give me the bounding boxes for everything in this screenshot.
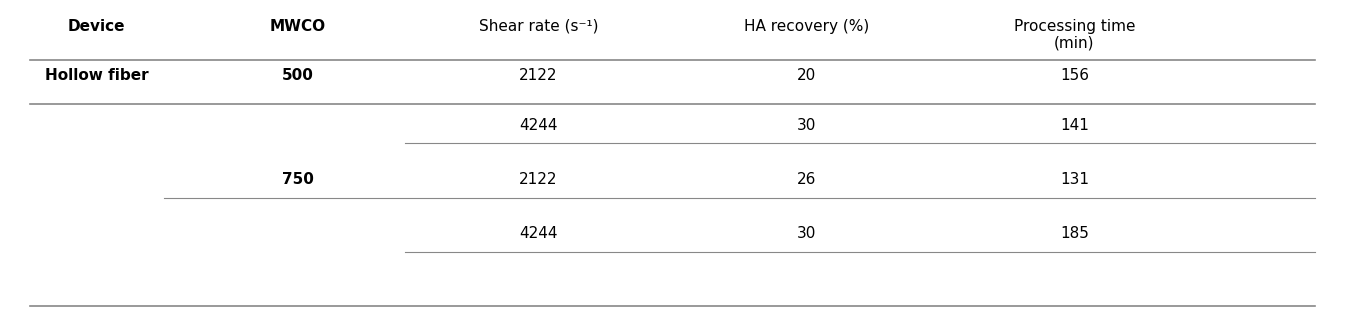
Text: 185: 185 [1060, 226, 1088, 240]
Text: Shear rate (s⁻¹): Shear rate (s⁻¹) [479, 19, 599, 34]
Text: HA recovery (%): HA recovery (%) [744, 19, 869, 34]
Text: 131: 131 [1060, 172, 1089, 187]
Text: 4244: 4244 [519, 118, 558, 133]
Text: 750: 750 [281, 172, 313, 187]
Text: 2122: 2122 [519, 172, 558, 187]
Text: 156: 156 [1060, 68, 1089, 83]
Text: 30: 30 [796, 118, 816, 133]
Text: Hollow fiber: Hollow fiber [44, 68, 148, 83]
Text: 2122: 2122 [519, 68, 558, 83]
Text: 141: 141 [1060, 118, 1088, 133]
Text: Processing time
(min): Processing time (min) [1014, 19, 1135, 51]
Text: 20: 20 [796, 68, 816, 83]
Text: 4244: 4244 [519, 226, 558, 240]
Text: 500: 500 [281, 68, 313, 83]
Text: Device: Device [67, 19, 125, 34]
Text: MWCO: MWCO [269, 19, 325, 34]
Text: 26: 26 [796, 172, 816, 187]
Text: 30: 30 [796, 226, 816, 240]
